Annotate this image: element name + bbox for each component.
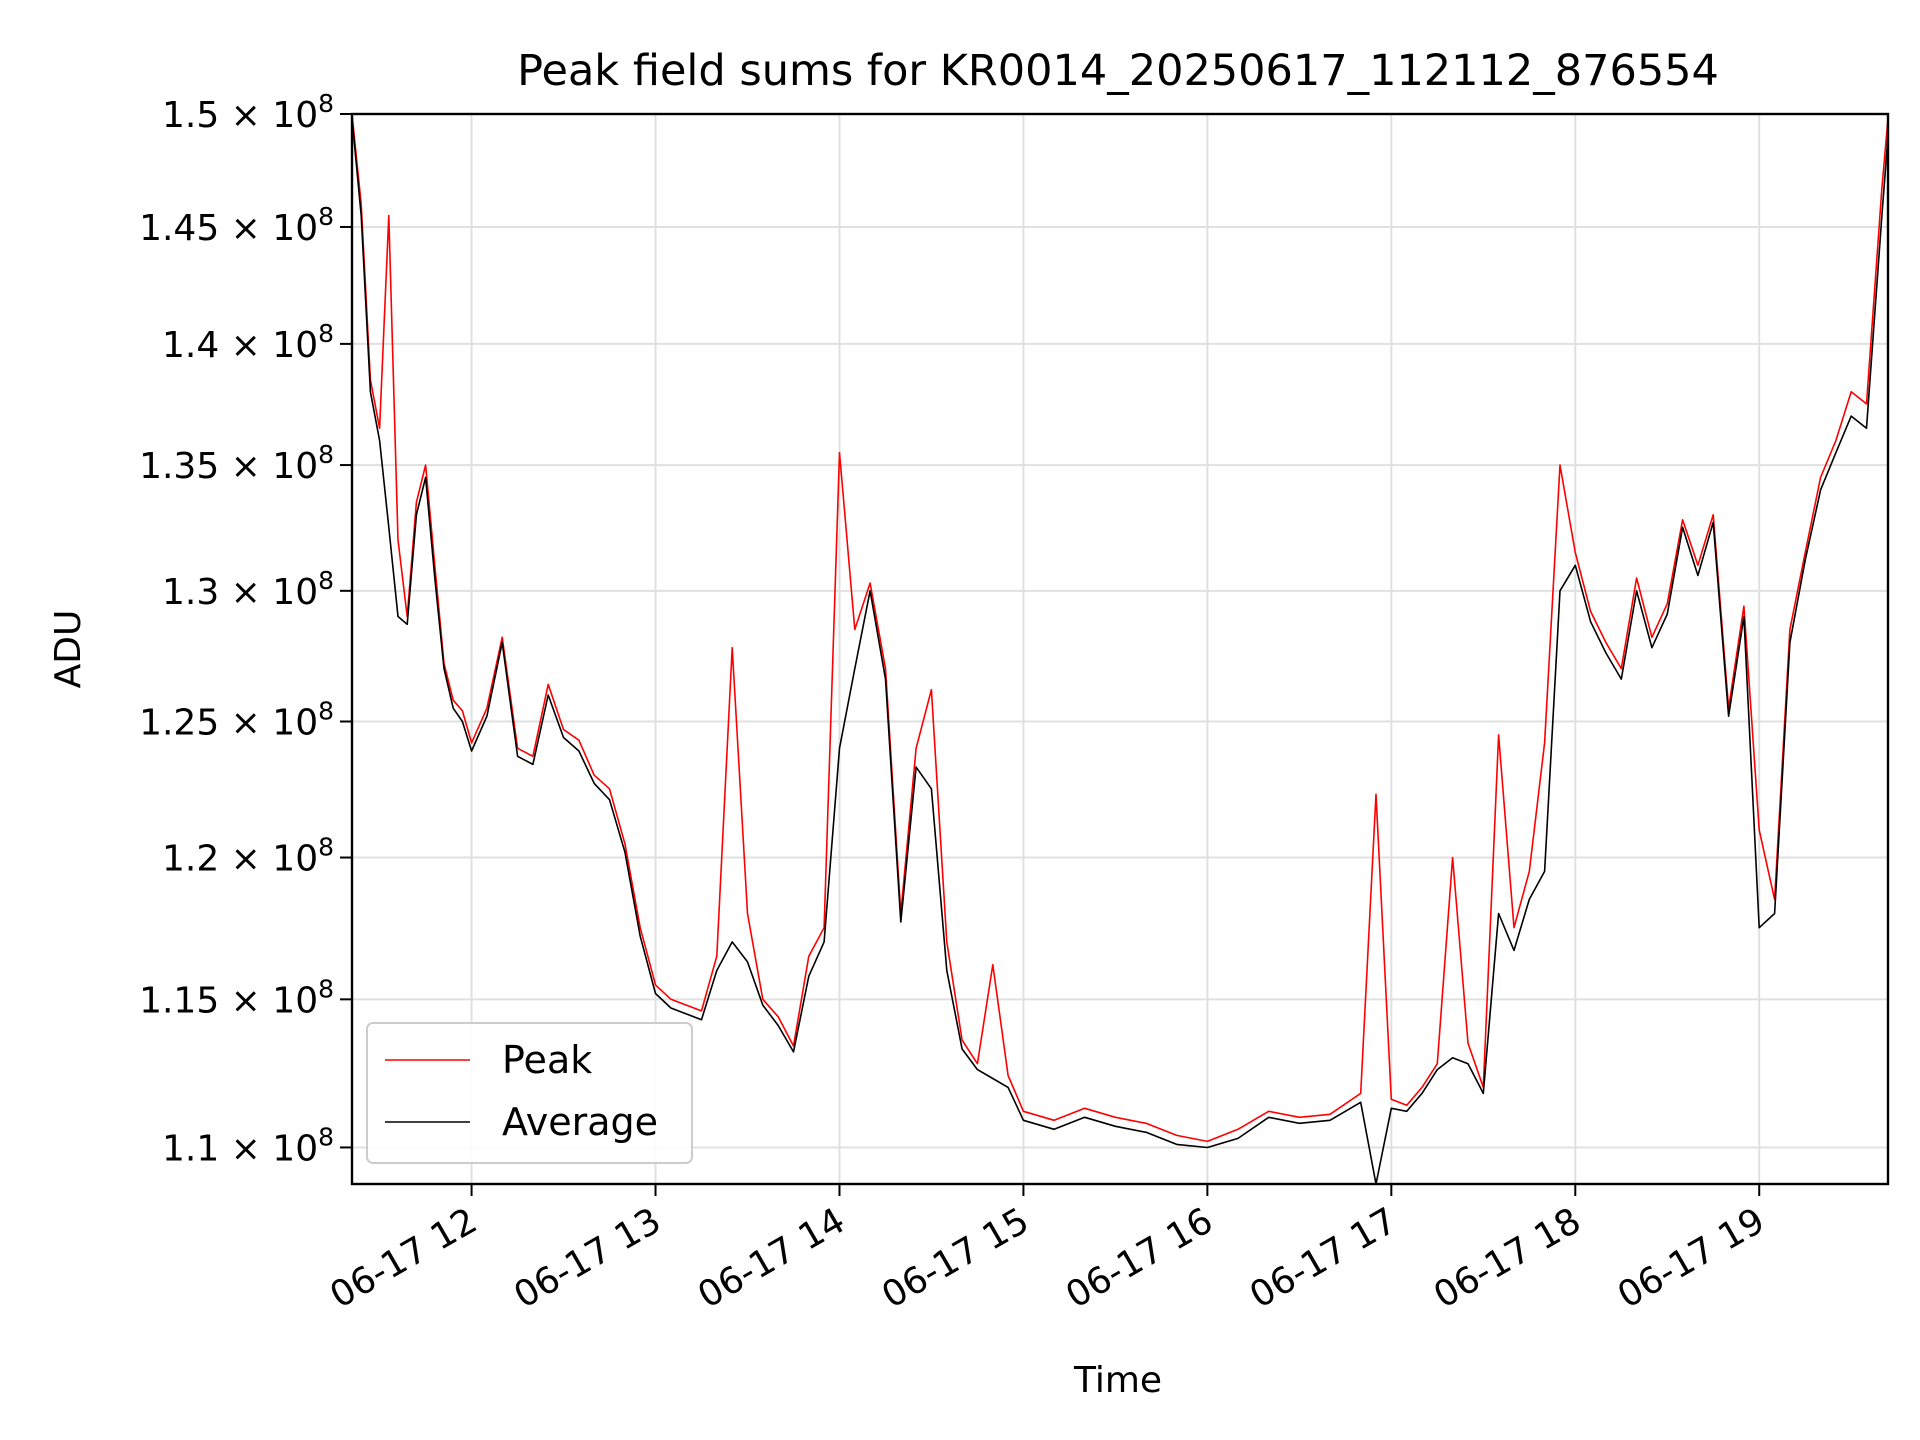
y-tick-exponent: 8 xyxy=(318,202,334,231)
x-axis-label: Time xyxy=(1073,1360,1162,1401)
y-tick-label: 1.4 × 108 xyxy=(162,319,334,366)
y-tick-label: 1.45 × 108 xyxy=(139,202,334,249)
y-tick-mantissa: 1.1 xyxy=(162,1128,219,1169)
legend-box xyxy=(366,1022,693,1164)
y-tick-times: × 10 xyxy=(219,446,318,487)
y-tick-times: × 10 xyxy=(219,980,318,1021)
y-tick-times: × 10 xyxy=(219,95,318,136)
y-tick-mantissa: 1.2 xyxy=(162,839,219,880)
y-tick-exponent: 8 xyxy=(318,319,334,348)
y-tick-label: 1.25 × 108 xyxy=(139,697,334,744)
plot-frame xyxy=(350,112,1890,1186)
series-line-peak xyxy=(352,114,1888,1143)
y-axis-label: ADU xyxy=(48,610,89,689)
y-tick-exponent: 8 xyxy=(318,974,334,1003)
y-tick-label: 1.2 × 108 xyxy=(162,833,334,880)
series-line-average xyxy=(352,118,1888,1184)
y-tick-mantissa: 1.35 xyxy=(139,446,219,487)
y-tick-times: × 10 xyxy=(219,572,318,613)
y-tick-label: 1.1 × 108 xyxy=(162,1122,334,1169)
y-tick-mantissa: 1.4 xyxy=(162,325,219,366)
y-tick-times: × 10 xyxy=(219,839,318,880)
y-tick-exponent: 8 xyxy=(318,697,334,726)
y-tick-label: 1.35 × 108 xyxy=(139,440,334,487)
legend-label-average: Average xyxy=(502,1100,658,1144)
y-tick-mantissa: 1.15 xyxy=(139,980,219,1021)
y-tick-mantissa: 1.3 xyxy=(162,572,219,613)
chart-title: Peak field sums for KR0014_20250617_1121… xyxy=(517,46,1719,96)
legend-label-peak: Peak xyxy=(502,1038,592,1082)
y-tick-exponent: 8 xyxy=(318,1122,334,1151)
y-tick-exponent: 8 xyxy=(318,833,334,862)
y-tick-exponent: 8 xyxy=(318,566,334,595)
y-tick-times: × 10 xyxy=(219,208,318,249)
y-tick-exponent: 8 xyxy=(318,89,334,118)
y-tick-mantissa: 1.5 xyxy=(162,95,219,136)
y-tick-label: 1.3 × 108 xyxy=(162,566,334,613)
series-layer xyxy=(352,114,1888,1184)
legend: Peak Average xyxy=(366,1022,693,1164)
y-tick-times: × 10 xyxy=(219,1128,318,1169)
y-tick-label: 1.15 × 108 xyxy=(139,974,334,1021)
y-tick-times: × 10 xyxy=(219,325,318,366)
y-tick-exponent: 8 xyxy=(318,440,334,469)
y-tick-times: × 10 xyxy=(219,703,318,744)
y-tick-label: 1.5 × 108 xyxy=(162,89,334,136)
y-tick-mantissa: 1.25 xyxy=(139,703,219,744)
y-tick-mantissa: 1.45 xyxy=(139,208,219,249)
